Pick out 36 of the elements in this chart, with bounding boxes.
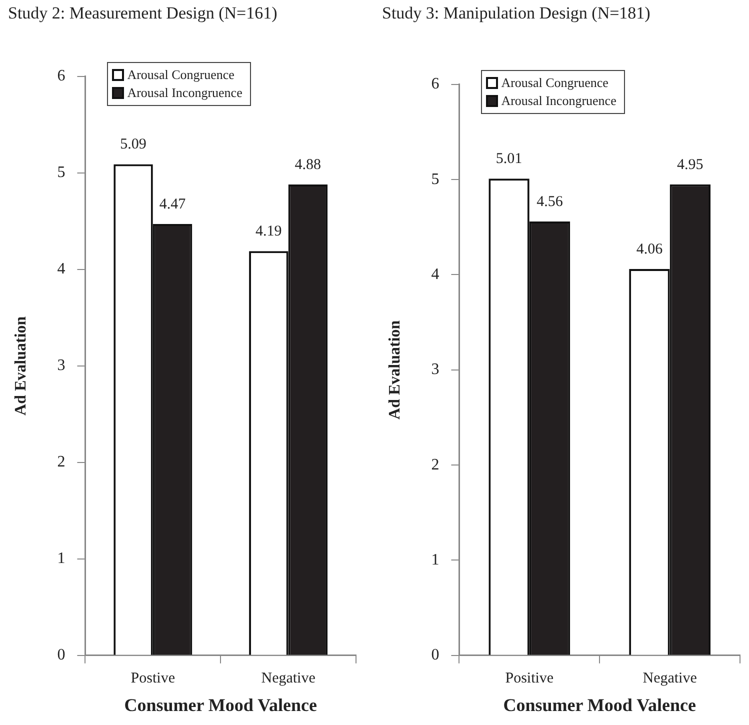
x-tick-label: Postive [130,670,176,686]
y-tick-label: 5 [431,170,440,188]
data-label: 4.95 [677,156,704,173]
y-tick-label: 6 [431,76,440,93]
x-tick-label: Negative [642,670,698,686]
legend-label: Arousal Congruence [127,66,234,84]
chart-title: Study 2: Measurement Design (N=161) [8,4,278,23]
chart-title: Study 3: Manipulation Design (N=181) [382,4,650,23]
y-tick-label: 0 [57,646,66,664]
legend-label: Arousal Congruence [501,74,608,92]
y-tick-label: 0 [431,646,440,664]
x-axis-title: Consumer Mood Valence [124,694,317,715]
x-tick-label: Positive [505,670,554,686]
y-tick-label: 1 [431,551,440,568]
y-tick-label: 3 [57,357,66,374]
data-label: 4.47 [159,196,186,212]
y-axis-title: Ad Evaluation [12,316,30,416]
y-tick-label: 4 [57,260,66,278]
y-tick-label: 6 [57,68,66,85]
y-axis-title: Ad Evaluation [386,320,404,420]
legend-label: Arousal Incongruence [127,84,242,102]
data-label: 4.19 [256,224,282,240]
data-label: 5.01 [496,151,522,168]
legend-label: Arousal Incongruence [501,92,616,110]
x-axis-title: Consumer Mood Valence [503,694,696,715]
data-label: 5.09 [120,136,146,153]
y-tick-label: 5 [57,164,66,182]
y-tick-label: 2 [57,454,66,471]
x-tick-label: Negative [261,670,316,686]
y-tick-label: 4 [431,266,440,283]
data-label: 4.06 [636,241,664,258]
y-tick-label: 2 [431,456,440,474]
y-tick-label: 3 [431,361,440,378]
y-tick-label: 1 [57,550,66,568]
data-label: 4.56 [536,194,564,210]
data-label: 4.88 [294,156,322,173]
